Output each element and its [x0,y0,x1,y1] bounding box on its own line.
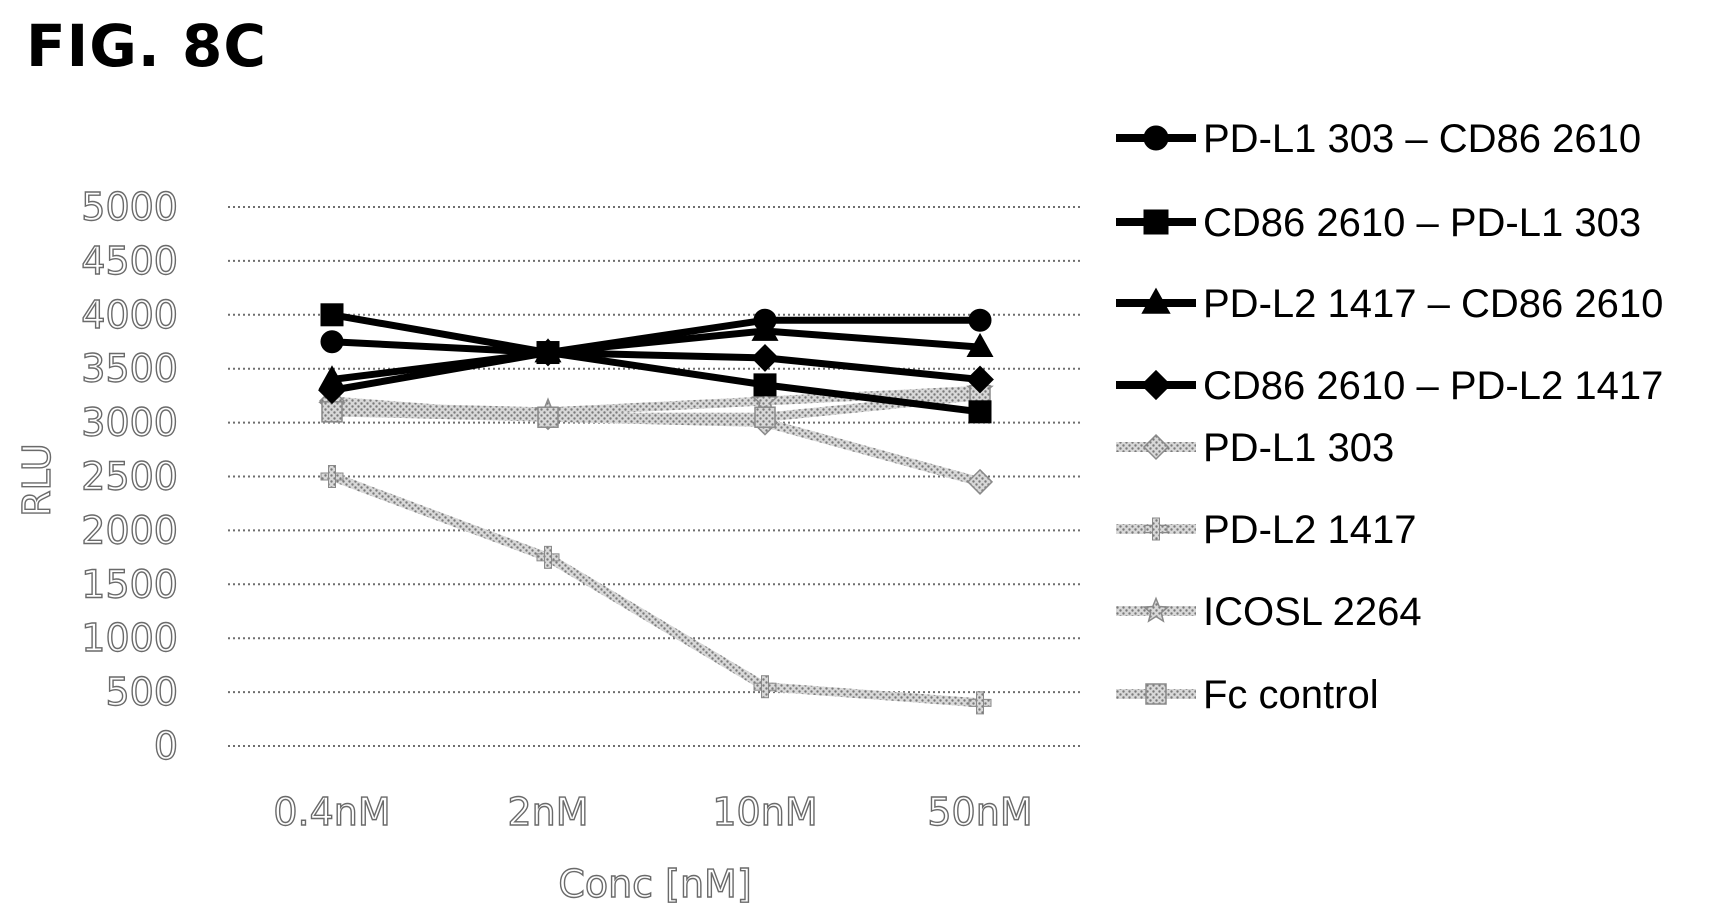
legend-label: Fc control [1203,673,1379,717]
y-tick-label: 0 [154,724,178,768]
series-line [330,472,981,708]
legend-item: Fc control [1116,673,1379,717]
x-tick-label: 50nM [927,790,1032,834]
series-group [318,303,994,715]
legend-marker [1143,125,1169,151]
figure-label: FIG. 8C [26,12,267,80]
legend-label: CD86 2610 – PD-L1 303 [1203,201,1641,245]
y-tick-label: 3000 [81,401,178,445]
legend-item: PD-L1 303 – CD86 2610 [1116,117,1641,161]
y-axis-title: RLU [15,443,59,517]
series-line [331,327,981,383]
legend-marker [1140,369,1172,401]
x-axis-ticks: 0.4nM 2nM 10nM 50nM [273,789,1034,834]
y-axis-ticks: 0 500 1000 1500 2000 2500 3000 3500 4000 4500 5000 [81,184,179,768]
data-point [966,332,994,357]
x-tick-label: 10nM [712,790,817,834]
data-point [751,316,779,341]
data-point [318,376,346,405]
y-tick-label: 1500 [81,562,178,606]
x-tick-label: 0.4nM [273,790,390,834]
legend: PD-L1 303 – CD86 2610 CD86 2610 – PD-L1 3… [1116,117,1663,717]
legend-label: PD-L2 1417 – CD86 2610 [1203,282,1663,326]
data-point [321,401,343,423]
data-point [966,365,994,394]
data-point [968,308,992,332]
series-3 [318,338,994,405]
data-point [534,338,562,367]
legend-item: PD-L2 1417 [1116,508,1416,552]
legend-label: CD86 2610 – PD-L2 1417 [1203,364,1663,408]
data-point [754,406,776,428]
series-line [331,316,980,357]
legend-marker [1143,209,1169,235]
data-point [968,400,992,424]
series-line [331,391,981,422]
legend-item: ICOSL 2264 [1116,590,1422,634]
y-tick-label: 3500 [81,347,178,391]
legend-marker [1142,433,1170,461]
gridlines [228,206,1082,747]
legend-marker [1142,596,1170,623]
legend-item: CD86 2610 – PD-L2 1417 [1116,364,1663,408]
data-point [320,465,344,488]
legend-marker [1145,683,1167,705]
legend-item: PD-L2 1417 – CD86 2610 [1116,282,1663,326]
legend-item: PD-L1 303 [1116,426,1394,470]
series-5 [320,465,992,715]
y-tick-label: 4000 [81,293,178,337]
data-point [751,344,779,372]
data-point [537,406,559,428]
y-tick-label: 2000 [81,508,178,552]
data-point [320,303,344,327]
y-tick-label: 1000 [81,616,178,660]
legend-label: PD-L1 303 [1203,426,1394,470]
legend-label: PD-L2 1417 [1203,508,1416,552]
data-point [536,545,560,569]
y-tick-label: 4500 [81,239,178,283]
data-point [753,373,777,397]
x-axis-title: Conc [nM] [558,862,751,906]
data-point [753,675,777,699]
data-point [320,330,344,354]
y-tick-label: 2500 [81,455,178,499]
series-line [331,311,981,416]
y-tick-label: 500 [105,670,178,714]
data-point [968,691,992,715]
legend-label: ICOSL 2264 [1203,590,1422,634]
legend-label: PD-L1 303 – CD86 2610 [1203,117,1641,161]
legend-marker [1141,287,1171,314]
legend-marker [1144,517,1168,541]
y-tick-label: 5000 [81,185,178,229]
data-point [966,468,994,495]
legend-item: CD86 2610 – PD-L1 303 [1116,201,1641,245]
x-tick-label: 2nM [507,790,588,834]
series-line [331,349,981,394]
